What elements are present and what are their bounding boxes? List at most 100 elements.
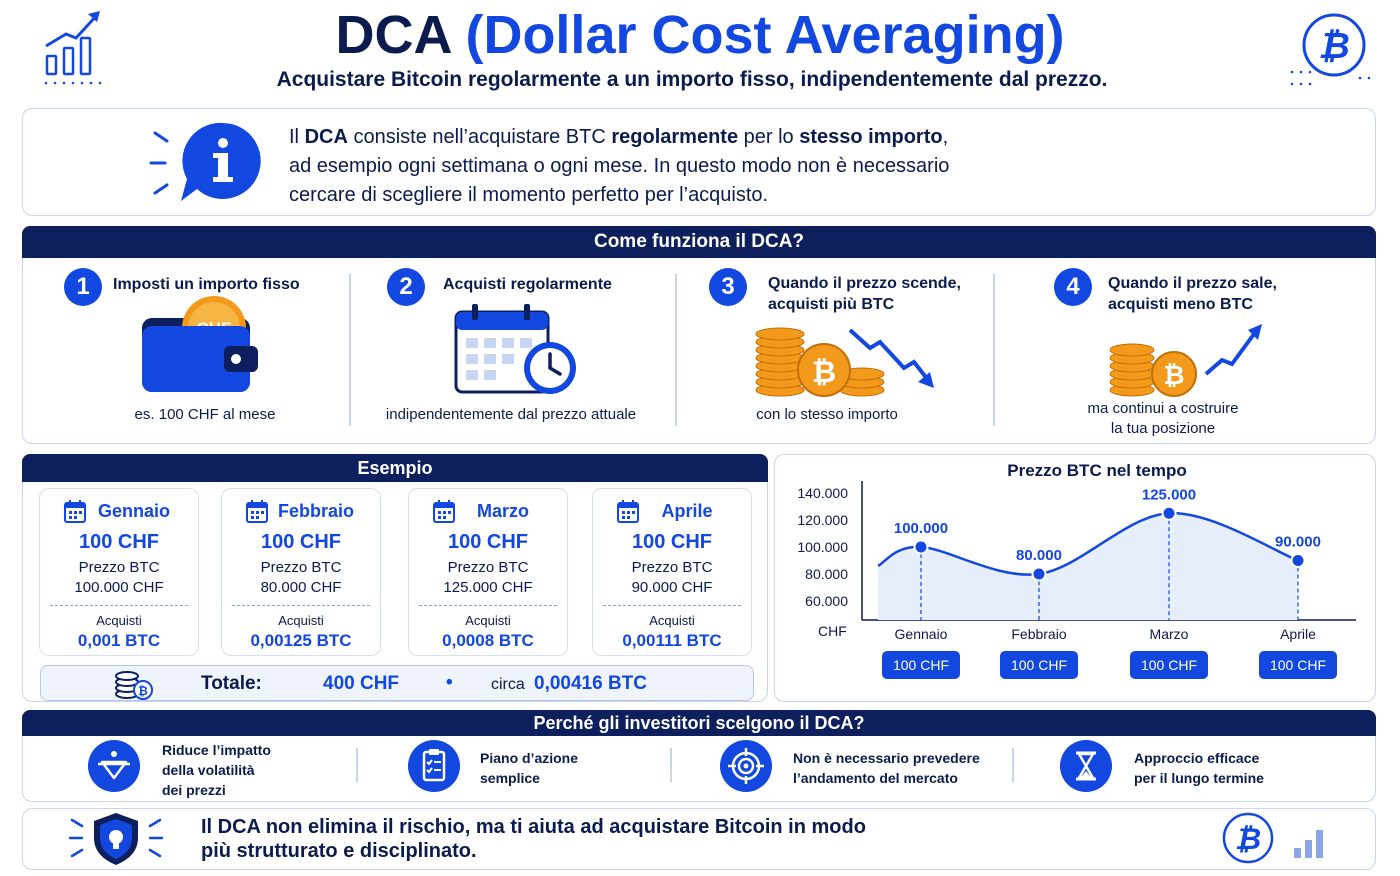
data-label: 80.000 bbox=[1016, 547, 1062, 564]
svg-text:₿: ₿ bbox=[1163, 360, 1184, 390]
dashed-divider bbox=[232, 605, 370, 606]
footer-box bbox=[22, 808, 1376, 870]
why-2-text: Piano d’azione semplice bbox=[480, 750, 579, 786]
page-subtitle: Acquistare Bitcoin regolarmente a un imp… bbox=[276, 68, 1108, 91]
y-tick-label: 100.000 bbox=[797, 539, 848, 555]
svg-text:₿: ₿ bbox=[1318, 25, 1350, 66]
why-3-text: Non è necessario prevedere l’andamento de… bbox=[793, 750, 980, 786]
y-axis-unit: CHF bbox=[818, 623, 847, 639]
svg-text:₿: ₿ bbox=[138, 684, 148, 698]
month-amount: 100 CHF bbox=[260, 531, 342, 553]
y-tick-label: 80.000 bbox=[805, 566, 848, 582]
total-separator: • bbox=[446, 672, 453, 693]
step-4-caption: ma continui a costruire la tua posizione bbox=[1063, 399, 1263, 439]
how-title: Come funziona il DCA? bbox=[22, 226, 1376, 258]
price-value: 80.000 CHF bbox=[260, 579, 342, 596]
divider bbox=[356, 748, 358, 782]
month-name: Febbraio bbox=[277, 501, 354, 521]
total-bar: ₿ Totale: 400 CHF • circa 0,00416 BTC bbox=[40, 665, 754, 701]
buy-label: Acquisti bbox=[465, 613, 511, 628]
step-2-number: 2 bbox=[387, 268, 425, 306]
month-card: Febbraio 100 CHF Prezzo BTC 80.000 CHF Acqui… bbox=[221, 488, 381, 656]
calendar-icon bbox=[64, 499, 86, 528]
btc-amount: 0,0008 BTC bbox=[442, 631, 534, 650]
chart-title: Prezzo BTC nel tempo bbox=[1007, 461, 1187, 480]
footer-line-2: più strutturato e disciplinato. bbox=[201, 840, 477, 862]
total-circa: circa bbox=[491, 676, 525, 693]
step-1-number: 1 bbox=[64, 268, 102, 306]
buy-label: Acquisti bbox=[96, 613, 142, 628]
footer-line-1: Il DCA non elimina il rischio, ma ti aiu… bbox=[201, 816, 866, 838]
amount-chip: 100 CHF bbox=[1259, 651, 1337, 679]
svg-text:₿: ₿ bbox=[1235, 823, 1261, 856]
info-line-1: Il DCA consiste nell’acquistare BTC rego… bbox=[289, 126, 949, 148]
data-point bbox=[913, 539, 929, 555]
amount-chip: 100 CHF bbox=[1000, 651, 1078, 679]
month-amount: 100 CHF bbox=[631, 531, 713, 553]
info-line-2: ad esempio ogni settimana o ogni mese. I… bbox=[289, 155, 950, 177]
step-4-title-line-2: acquisti meno BTC bbox=[1108, 296, 1253, 313]
month-name: Gennaio bbox=[97, 501, 170, 521]
step-2-title: Acquisti regolarmente bbox=[443, 276, 612, 293]
data-point bbox=[1290, 553, 1306, 568]
month-name: Marzo bbox=[476, 501, 529, 521]
calendar-clock-icon bbox=[454, 302, 578, 398]
price-value: 90.000 CHF bbox=[631, 579, 713, 596]
step-1-caption: es. 100 CHF al mese bbox=[134, 406, 276, 423]
coins-down-icon: ₿ bbox=[752, 322, 942, 398]
month-amount: 100 CHF bbox=[78, 531, 160, 553]
scale-icon bbox=[88, 740, 140, 792]
price-label: Prezzo BTC bbox=[260, 559, 342, 576]
step-3-title: Quando il prezzo scende, acquisti più BT… bbox=[768, 273, 961, 315]
divider bbox=[670, 748, 672, 782]
target-icon bbox=[720, 740, 772, 792]
wallet-icon: CHF bbox=[138, 296, 262, 394]
step-3-caption: con lo stesso importo bbox=[756, 406, 898, 423]
total-amount: 400 CHF bbox=[323, 673, 400, 694]
month-amount: 100 CHF bbox=[447, 531, 529, 553]
data-point bbox=[1031, 566, 1047, 582]
bitcoin-badge-icon: ₿ bbox=[1288, 12, 1372, 92]
price-label: Prezzo BTC bbox=[447, 559, 529, 576]
info-box: Il DCA consiste nell’acquistare BTC rego… bbox=[22, 108, 1376, 216]
btc-amount: 0,00111 BTC bbox=[622, 631, 722, 650]
info-text: Il DCA consiste nell’acquistare BTC rego… bbox=[289, 123, 949, 210]
footer-text: Il DCA non elimina il rischio, ma ti aiu… bbox=[201, 815, 866, 863]
example-title: Esempio bbox=[22, 454, 768, 482]
data-label: 100.000 bbox=[894, 520, 948, 537]
btc-amount: 0,00125 BTC bbox=[250, 631, 352, 650]
dashed-divider bbox=[419, 605, 557, 606]
why-1-text: Riduce l’impatto della volatilità dei prez… bbox=[162, 742, 271, 798]
buy-label: Acquisti bbox=[649, 613, 695, 628]
divider bbox=[675, 274, 677, 426]
growth-chart-icon bbox=[42, 10, 112, 88]
divider bbox=[349, 274, 351, 426]
step-2-caption: indipendentemente dal prezzo attuale bbox=[385, 406, 637, 423]
price-chart: 140.000 120.000 100.000 80.000 60.000 100.000… bbox=[797, 481, 1356, 642]
step-4-caption-line-2: la tua posizione bbox=[1110, 420, 1216, 437]
x-tick-label: Gennaio bbox=[895, 626, 948, 642]
checklist-icon bbox=[408, 740, 460, 792]
x-tick-label: Febbraio bbox=[1011, 626, 1066, 642]
btc-amount: 0,001 BTC bbox=[77, 631, 161, 650]
shield-icon bbox=[68, 810, 164, 868]
step-4-title-line-1: Quando il prezzo sale, bbox=[1108, 275, 1277, 292]
month-card: Marzo 100 CHF Prezzo BTC 125.000 CHF Acquist… bbox=[408, 488, 568, 656]
dashed-divider bbox=[603, 605, 741, 606]
coins-stack-icon: ₿ bbox=[113, 668, 157, 700]
coins-up-icon: ₿ bbox=[1104, 322, 1268, 398]
calendar-icon bbox=[617, 499, 639, 528]
calendar-icon bbox=[246, 499, 268, 528]
page-title: DCA (Dollar Cost Averaging) bbox=[0, 2, 1400, 68]
price-label: Prezzo BTC bbox=[631, 559, 713, 576]
price-value: 125.000 CHF bbox=[443, 579, 533, 596]
buy-label: Acquisti bbox=[278, 613, 324, 628]
month-card: Aprile 100 CHF Prezzo BTC 90.000 CHF Acquist… bbox=[592, 488, 752, 656]
why-4-text: Approccio efficace per il lungo termine bbox=[1134, 750, 1264, 786]
title-dca: DCA bbox=[335, 5, 451, 65]
price-label: Prezzo BTC bbox=[78, 559, 160, 576]
price-value: 100.000 CHF bbox=[74, 579, 164, 596]
data-point bbox=[1161, 505, 1177, 521]
info-line-3: cercare di scegliere il momento perfetto… bbox=[289, 184, 769, 206]
data-label: 90.000 bbox=[1275, 534, 1321, 551]
